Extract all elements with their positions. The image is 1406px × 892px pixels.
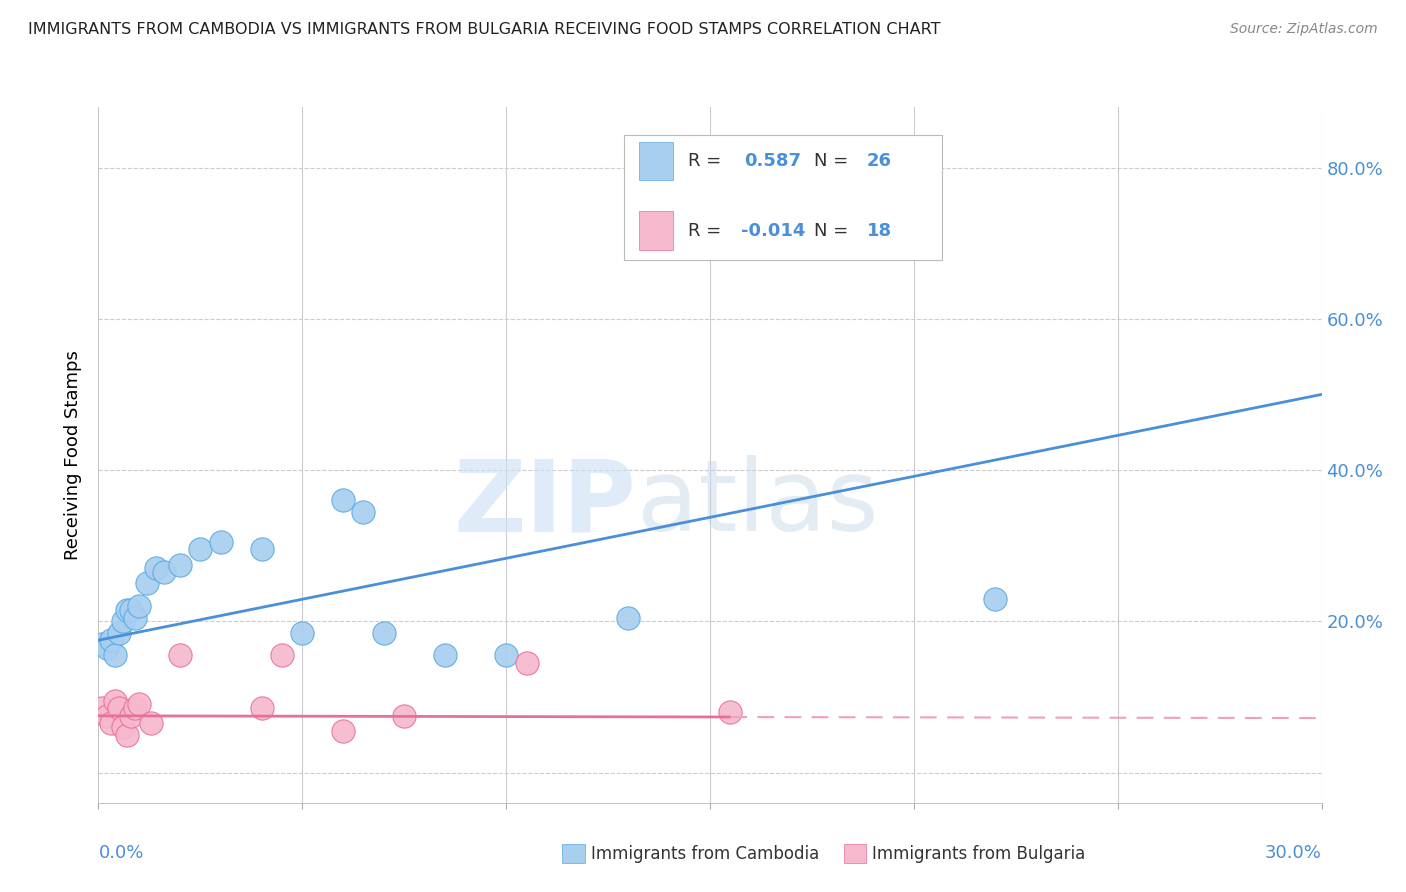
Text: R =: R = xyxy=(688,221,727,240)
Point xyxy=(434,648,457,663)
Point xyxy=(120,708,142,723)
Point xyxy=(111,615,134,629)
Point xyxy=(104,648,127,663)
Point xyxy=(91,637,114,651)
Text: -0.014: -0.014 xyxy=(741,221,806,240)
Point xyxy=(141,716,163,731)
Point xyxy=(100,716,122,731)
Point xyxy=(169,648,191,663)
Point xyxy=(120,603,142,617)
Point xyxy=(392,708,416,723)
Text: atlas: atlas xyxy=(637,455,879,552)
Text: N =: N = xyxy=(814,221,853,240)
Point xyxy=(96,708,118,723)
Point xyxy=(332,493,354,508)
Text: 0.0%: 0.0% xyxy=(98,845,143,863)
Text: 0.587: 0.587 xyxy=(744,152,801,170)
Point xyxy=(152,565,174,579)
Text: R =: R = xyxy=(688,152,727,170)
Point xyxy=(124,610,146,624)
Point xyxy=(516,656,538,670)
FancyBboxPatch shape xyxy=(640,142,673,180)
Text: Source: ZipAtlas.com: Source: ZipAtlas.com xyxy=(1230,22,1378,37)
Point xyxy=(495,648,517,663)
FancyBboxPatch shape xyxy=(640,211,673,250)
Text: 26: 26 xyxy=(866,152,891,170)
Point xyxy=(984,591,1007,606)
FancyBboxPatch shape xyxy=(624,135,942,260)
Point xyxy=(373,625,395,640)
Point xyxy=(128,599,150,614)
Point xyxy=(250,701,273,715)
Point xyxy=(270,648,294,663)
Point xyxy=(91,701,114,715)
Point xyxy=(169,558,191,572)
Text: Immigrants from Cambodia: Immigrants from Cambodia xyxy=(591,845,818,863)
Text: N =: N = xyxy=(814,152,853,170)
Point xyxy=(617,610,640,624)
Point xyxy=(108,625,131,640)
Point xyxy=(250,542,273,557)
Text: IMMIGRANTS FROM CAMBODIA VS IMMIGRANTS FROM BULGARIA RECEIVING FOOD STAMPS CORRE: IMMIGRANTS FROM CAMBODIA VS IMMIGRANTS F… xyxy=(28,22,941,37)
Point xyxy=(862,228,884,243)
Point xyxy=(124,701,146,715)
Point xyxy=(188,542,212,557)
Text: ZIP: ZIP xyxy=(454,455,637,552)
Point xyxy=(145,561,167,575)
Point xyxy=(108,701,131,715)
Point xyxy=(352,505,374,519)
Point xyxy=(104,694,127,708)
Point xyxy=(115,728,138,742)
Point xyxy=(209,534,232,549)
Point xyxy=(96,640,118,655)
Text: 30.0%: 30.0% xyxy=(1265,845,1322,863)
Y-axis label: Receiving Food Stamps: Receiving Food Stamps xyxy=(65,350,83,560)
Point xyxy=(332,723,354,738)
Point xyxy=(291,625,314,640)
Point xyxy=(136,576,159,591)
Point xyxy=(128,698,150,712)
Text: Immigrants from Bulgaria: Immigrants from Bulgaria xyxy=(872,845,1085,863)
Point xyxy=(100,633,122,648)
Text: 18: 18 xyxy=(866,221,891,240)
Point xyxy=(111,720,134,734)
Point xyxy=(115,603,138,617)
Point xyxy=(720,705,742,719)
